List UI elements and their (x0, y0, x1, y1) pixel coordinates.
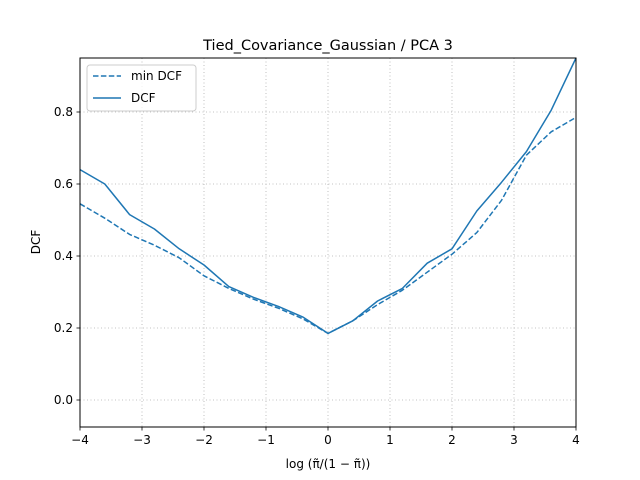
chart-title: Tied_Covariance_Gaussian / PCA 3 (202, 38, 453, 54)
series-line-dcf (79, 57, 577, 335)
legend-label-min-dcf: min DCF (131, 69, 182, 83)
y-tick-label: 0.4 (54, 249, 73, 263)
x-tick-label: −2 (195, 433, 213, 447)
y-tick-label: 0.6 (54, 177, 73, 191)
y-tick-label: 0.2 (54, 321, 73, 335)
x-axis-label: log (π̃/(1 − π̃)) (286, 457, 371, 471)
x-tick-label: 1 (386, 433, 394, 447)
legend-label-dcf: DCF (131, 91, 156, 105)
x-tick-label: −1 (257, 433, 275, 447)
x-tick-label: −4 (71, 433, 89, 447)
grid (79, 58, 577, 427)
x-tick-label: 2 (448, 433, 456, 447)
y-tick-label: 0.8 (54, 105, 73, 119)
series-layer (79, 57, 577, 335)
x-tick-label: 4 (572, 433, 580, 447)
x-tick-label: 0 (324, 433, 332, 447)
x-tick-label: −3 (133, 433, 151, 447)
y-axis: 0.0 0.2 0.4 0.6 0.8 (54, 105, 80, 407)
y-axis-label: DCF (29, 230, 43, 255)
legend: min DCF DCF (86, 64, 197, 112)
y-tick-label: 0.0 (54, 393, 73, 407)
x-axis: −4 −3 −2 −1 0 1 2 3 4 (71, 427, 580, 447)
x-tick-label: 3 (510, 433, 518, 447)
